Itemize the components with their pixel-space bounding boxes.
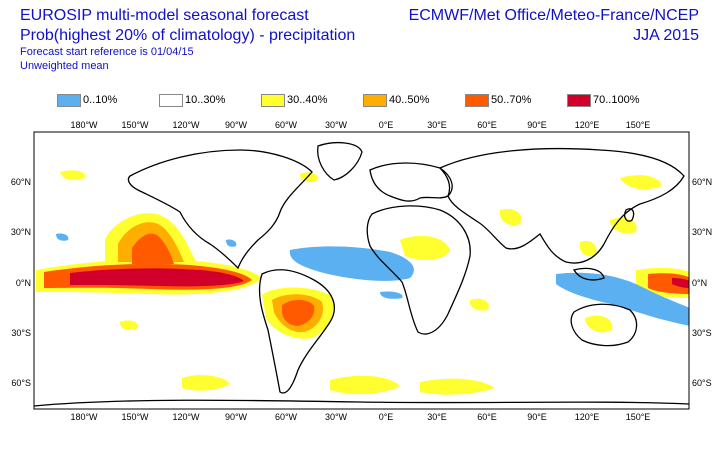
lon-tick-bottom-11: 150°E — [626, 412, 651, 422]
lon-tick-bottom-9: 90°E — [527, 412, 547, 422]
lat-tick-right-4: 60°S — [692, 378, 712, 388]
lat-tick-right-0: 60°N — [692, 177, 712, 187]
coastlines — [34, 141, 689, 407]
lat-ticks-left: 60°N 30°N 0°N 30°S 60°S — [11, 177, 31, 388]
legend-item-4: 50..70% — [465, 93, 531, 107]
lon-tick-bottom-8: 60°E — [477, 412, 497, 422]
pacific-equatorial-anomaly — [36, 213, 262, 295]
low-probability-blue-areas — [56, 233, 689, 326]
forecast-start-reference: Forecast start reference is 01/04/15 — [20, 46, 194, 58]
lat-tick-right-3: 30°S — [692, 328, 712, 338]
legend-swatch-0 — [57, 93, 81, 107]
header-left: EUROSIP multi-model seasonal forecast Pr… — [20, 6, 355, 73]
lon-tick-top-2: 120°W — [172, 120, 200, 130]
lon-tick-top-4: 60°W — [275, 120, 298, 130]
south-america-anomaly — [262, 287, 334, 339]
lon-tick-bottom-2: 120°W — [172, 412, 200, 422]
lon-tick-bottom-3: 90°W — [225, 412, 248, 422]
season-label: JJA 2015 — [633, 27, 699, 44]
lon-tick-bottom-7: 30°E — [427, 412, 447, 422]
lat-tick-left-1: 30°N — [11, 227, 31, 237]
legend-swatch-1 — [159, 93, 183, 107]
legend-swatch-3 — [363, 93, 387, 107]
lon-tick-top-11: 150°E — [626, 120, 651, 130]
forecast-map: 180°W 150°W 120°W 90°W 60°W 30°W 0°E 30°… — [11, 120, 712, 422]
lon-tick-bottom-1: 150°W — [121, 412, 149, 422]
lat-ticks-right: 60°N 30°N 0°N 30°S 60°S — [692, 177, 712, 388]
lat-tick-left-3: 30°S — [11, 328, 31, 338]
chart-subtitle: Prob(highest 20% of climatology) - preci… — [20, 27, 356, 44]
lat-tick-left-2: 0°N — [16, 278, 31, 288]
lon-tick-bottom-6: 0°E — [379, 412, 394, 422]
map-area: 180°W 150°W 120°W 90°W 60°W 30°W 0°E 30°… — [0, 112, 723, 456]
scattered-yellow-patches — [60, 170, 662, 395]
lon-tick-top-5: 30°W — [325, 120, 348, 130]
lon-tick-top-1: 150°W — [121, 120, 149, 130]
legend-swatch-2 — [261, 93, 285, 107]
lat-tick-left-4: 60°S — [11, 378, 31, 388]
legend-label-2: 30..40% — [287, 94, 328, 106]
lat-tick-right-2: 0°N — [692, 278, 707, 288]
map-frame — [33, 131, 690, 410]
lon-ticks-top: 180°W 150°W 120°W 90°W 60°W 30°W 0°E 30°… — [70, 120, 650, 130]
lat-tick-right-1: 30°N — [692, 227, 712, 237]
legend-item-0: 0..10% — [57, 93, 117, 107]
lon-tick-top-3: 90°W — [225, 120, 248, 130]
mean-type: Unweighted mean — [20, 60, 109, 72]
lon-tick-bottom-0: 180°W — [70, 412, 98, 422]
legend-label-1: 10..30% — [185, 94, 226, 106]
header-right: ECMWF/Met Office/Meteo-France/NCEP JJA 2… — [409, 6, 699, 45]
lon-tick-bottom-4: 60°W — [275, 412, 298, 422]
legend-label-5: 70..100% — [593, 94, 640, 106]
legend: 0..10% 10..30% 30..40% 40..50% 50..70% 7… — [57, 93, 697, 107]
lon-ticks-bottom: 180°W 150°W 120°W 90°W 60°W 30°W 0°E 30°… — [70, 412, 650, 422]
legend-item-5: 70..100% — [567, 93, 639, 107]
lon-tick-top-9: 90°E — [527, 120, 547, 130]
legend-label-0: 0..10% — [83, 94, 118, 106]
centres-label: ECMWF/Met Office/Meteo-France/NCEP — [408, 7, 699, 24]
west-pacific-anomaly — [636, 267, 689, 298]
lon-tick-top-8: 60°E — [477, 120, 497, 130]
lon-tick-bottom-10: 120°E — [575, 412, 600, 422]
legend-label-3: 40..50% — [389, 94, 430, 106]
legend-swatch-4 — [465, 93, 489, 107]
legend-label-4: 50..70% — [491, 94, 532, 106]
lat-tick-left-0: 60°N — [11, 177, 31, 187]
lon-tick-top-10: 120°E — [575, 120, 600, 130]
legend-item-2: 30..40% — [261, 93, 327, 107]
legend-item-1: 10..30% — [159, 93, 225, 107]
lon-tick-top-6: 0°E — [379, 120, 394, 130]
lon-tick-top-0: 180°W — [70, 120, 98, 130]
chart-title: EUROSIP multi-model seasonal forecast — [20, 7, 309, 24]
legend-swatch-5 — [567, 93, 591, 107]
lon-tick-bottom-5: 30°W — [325, 412, 348, 422]
lon-tick-top-7: 30°E — [427, 120, 447, 130]
legend-item-3: 40..50% — [363, 93, 429, 107]
